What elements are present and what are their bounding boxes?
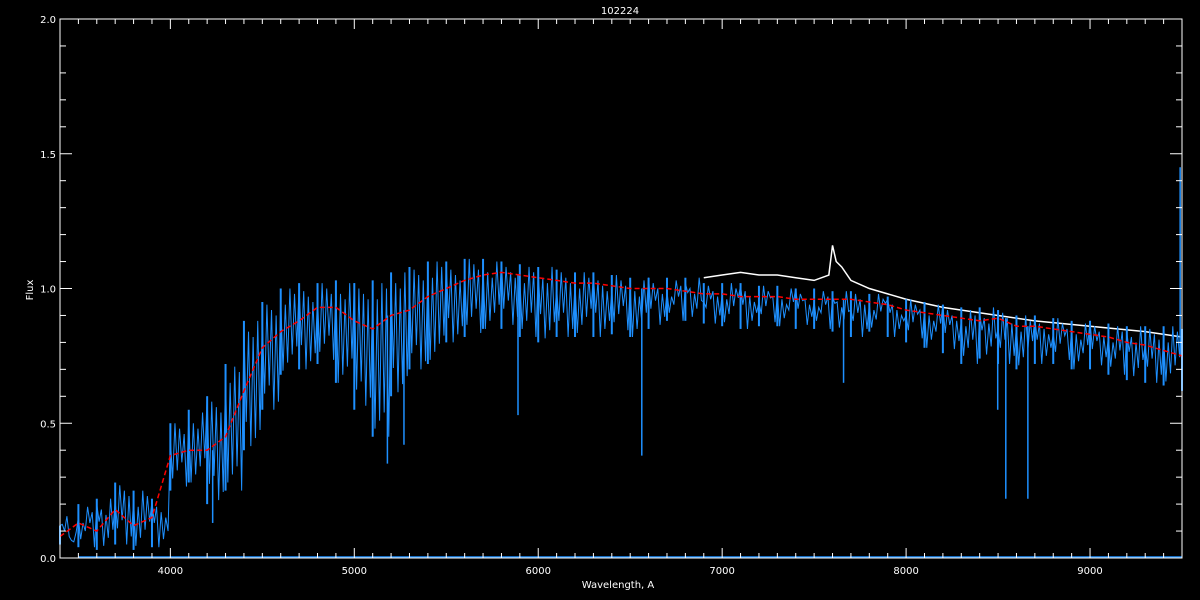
chart-title: 102224 xyxy=(601,6,639,17)
x-tick-label: 4000 xyxy=(158,566,183,577)
x-axis-label: Wavelength, A xyxy=(582,580,655,591)
observed-spectrum-line xyxy=(59,258,1183,548)
x-tick-label: 5000 xyxy=(342,566,367,577)
y-tick-label: 1.5 xyxy=(40,150,56,161)
axes: 4000 5000 6000 7000 8000 9000 0.0 0.5 1.0 1.5 2.0 xyxy=(40,15,1183,577)
y-tick-label: 0.0 xyxy=(40,554,56,565)
y-tick-label: 2.0 xyxy=(40,15,56,26)
x-tick-label: 8000 xyxy=(893,566,918,577)
y-tick-label: 0.5 xyxy=(40,419,56,430)
y-tick-label: 1.0 xyxy=(40,285,56,296)
x-tick-label: 6000 xyxy=(526,566,551,577)
smoothed-spectrum-line xyxy=(59,271,1183,538)
y-axis-label: Flux xyxy=(25,280,36,301)
plot-marks xyxy=(59,167,1183,558)
x-tick-label: 7000 xyxy=(709,566,734,577)
x-tick-label: 9000 xyxy=(1077,566,1102,577)
reference-spectrum-line xyxy=(703,245,1183,338)
